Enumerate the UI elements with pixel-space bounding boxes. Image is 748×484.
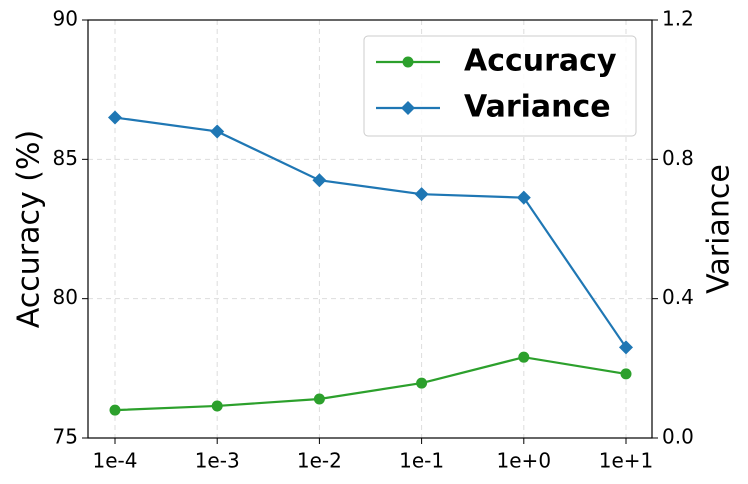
y-axis-label: Accuracy (%) bbox=[12, 130, 47, 328]
marker bbox=[211, 400, 223, 412]
marker bbox=[416, 377, 428, 389]
marker bbox=[108, 110, 122, 125]
marker bbox=[401, 101, 415, 115]
marker bbox=[414, 187, 429, 202]
marker bbox=[619, 340, 633, 355]
plot-frame bbox=[87, 19, 653, 439]
x-tick-label: 1e-1 bbox=[399, 449, 444, 473]
legend: Accuracy Variance bbox=[363, 35, 637, 137]
marker bbox=[516, 190, 531, 205]
marker bbox=[402, 56, 414, 68]
legend-label: Accuracy bbox=[464, 44, 617, 79]
marker bbox=[312, 173, 327, 188]
series-line bbox=[114, 356, 627, 412]
y-tick-label: 90 bbox=[53, 7, 78, 31]
y2-axis-label: Variance bbox=[702, 164, 737, 294]
marker bbox=[210, 124, 225, 139]
marker bbox=[313, 393, 325, 405]
legend-label: Variance bbox=[464, 90, 611, 125]
y-tick-label: 75 bbox=[53, 425, 78, 449]
y2-tick-label: 0.4 bbox=[662, 285, 694, 309]
marker bbox=[109, 404, 121, 416]
y-tick-label: 85 bbox=[53, 146, 78, 170]
x-tick-label: 1e+1 bbox=[599, 449, 654, 473]
y2-tick-label: 0.8 bbox=[662, 146, 694, 170]
x-tick-label: 1e-2 bbox=[297, 449, 342, 473]
y-tick-label: 80 bbox=[53, 285, 78, 309]
marker bbox=[518, 351, 530, 363]
marker bbox=[620, 368, 632, 380]
x-tick-label: 1e-3 bbox=[195, 449, 240, 473]
y2-tick-label: 0.0 bbox=[662, 425, 694, 449]
y2-tick-label: 1.2 bbox=[662, 7, 694, 31]
x-tick-label: 1e+0 bbox=[497, 449, 552, 473]
x-tick-label: 1e-4 bbox=[93, 449, 138, 473]
series-line bbox=[114, 116, 627, 349]
